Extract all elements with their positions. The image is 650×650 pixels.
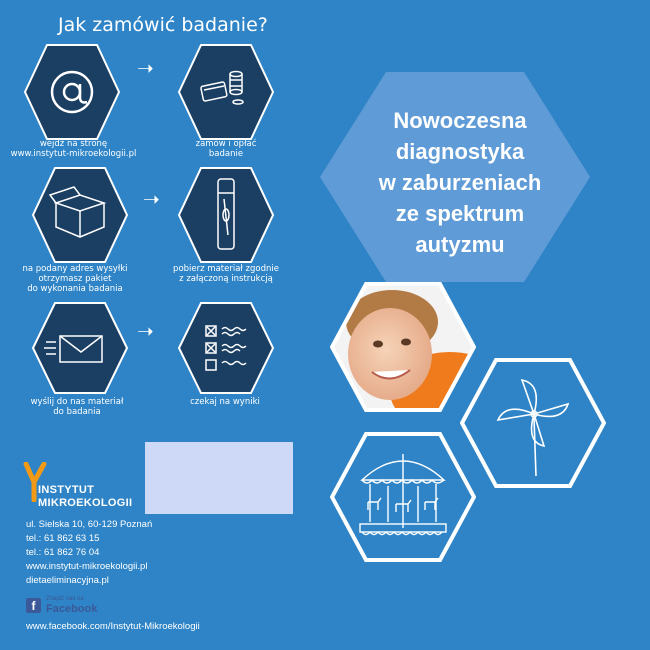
step-2-caption-line-2: badanie: [208, 149, 244, 159]
step-2-hexagon: [177, 44, 275, 140]
step-5-caption: wyślij do nas materiał do badania: [12, 397, 142, 417]
step-3-caption-line-1: na podany adres wysyłki: [22, 264, 128, 274]
pinwheel-hexagon: [460, 358, 606, 488]
logo-text-line-1: INSTYTUT: [38, 484, 95, 496]
envelope-icon: [44, 335, 103, 363]
smiling-child-photo: [332, 284, 474, 410]
hero-line-3: w zaburzeniach: [378, 170, 542, 195]
step-1-hexagon: [23, 44, 121, 140]
child-photo-hexagon: [330, 282, 476, 412]
diet-website-link[interactable]: dietaeliminacyjna.pl: [26, 575, 109, 586]
card-and-coins-icon: [200, 70, 244, 105]
step-6-caption: czekaj na wyniki: [170, 397, 280, 407]
arrow-2-icon: ➝: [143, 187, 160, 211]
step-5-hexagon: [31, 302, 129, 394]
arrow-3-icon: ➝: [137, 319, 154, 343]
step-3-caption-line-2: otrzymasz pakiet: [38, 274, 112, 284]
facebook-badge-caption: Znajdź nas na: [46, 596, 84, 602]
step-2-caption-line-1: zamów i opłać: [195, 139, 257, 149]
box-icon: [48, 186, 107, 238]
step-2-caption: zamów i opłać badanie: [180, 139, 272, 159]
carousel-icon: [359, 454, 447, 536]
phone-1-text: tel.: 61 862 63 15: [26, 533, 100, 544]
address-text: ul. Sielska 10, 60-129 Poznań: [26, 519, 153, 530]
facebook-link[interactable]: www.facebook.com/Instytut-Mikroekologii: [26, 621, 200, 632]
hero-line-2: diagnostyka: [395, 139, 525, 164]
at-sign-icon: [50, 70, 94, 114]
hero-line-4: ze spektrum: [395, 201, 525, 226]
blank-label-box: [145, 442, 293, 514]
step-4-hexagon: [177, 167, 275, 263]
test-tube-icon: [217, 178, 235, 250]
step-3-hexagon: [31, 167, 129, 263]
logo-text-line-2: MIKROEKOLOGII: [38, 497, 133, 509]
carousel-hexagon: [330, 432, 476, 562]
step-5-caption-line-1: wyślij do nas materiał: [30, 397, 124, 407]
checklist-icon: [205, 325, 247, 371]
hero-line-1: Nowoczesna: [393, 108, 527, 133]
hero-hexagon: [320, 72, 590, 282]
pinwheel-icon: [496, 378, 570, 477]
step-4-caption-line-2: z załączoną instrukcją: [179, 274, 273, 284]
page-title: Jak zamówić badanie?: [58, 14, 268, 36]
step-3-caption: na podany adres wysyłki otrzymasz pakiet…: [10, 264, 140, 294]
website-link[interactable]: www.instytut-mikroekologii.pl: [26, 561, 148, 572]
step-1-caption: wejdź na stronę www.instytut-mikroekolog…: [6, 139, 141, 159]
facebook-badge-wordmark: Facebook: [46, 603, 98, 615]
step-1-caption-line-2: www.instytut-mikroekologii.pl: [10, 149, 137, 159]
facebook-icon[interactable]: f: [26, 598, 41, 613]
step-4-caption: pobierz materiał zgodnie z załączoną ins…: [162, 264, 290, 284]
step-1-caption-line-1: wejdź na stronę: [39, 139, 108, 149]
hero-line-5: autyzmu: [415, 232, 505, 257]
step-6-hexagon: [177, 302, 275, 394]
arrow-1-icon: ➝: [137, 56, 154, 80]
logo-y-icon: [23, 462, 47, 502]
phone-2-text: tel.: 61 862 76 04: [26, 547, 100, 558]
step-6-caption-line-1: czekaj na wyniki: [190, 397, 260, 407]
step-5-caption-line-2: do badania: [53, 407, 101, 417]
step-4-caption-line-1: pobierz materiał zgodnie: [173, 264, 279, 274]
hero-heading: Nowoczesna diagnostyka w zaburzeniach ze…: [340, 105, 580, 260]
step-3-caption-line-3: do wykonania badania: [27, 284, 123, 294]
